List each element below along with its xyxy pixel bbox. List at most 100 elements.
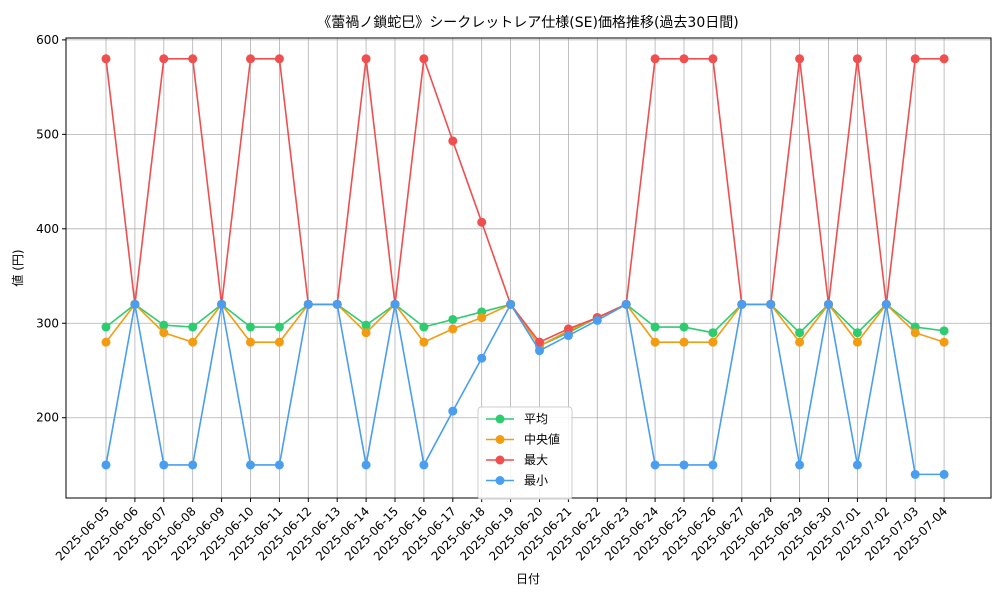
- data-point: [852, 328, 862, 338]
- data-point: [563, 324, 573, 334]
- data-point: [708, 460, 718, 470]
- series-line: [105, 57, 945, 344]
- data-point: [679, 460, 689, 470]
- data-point: [448, 314, 458, 324]
- data-point: [592, 315, 602, 325]
- data-point: [795, 328, 805, 338]
- data-point: [910, 54, 920, 64]
- data-point: [881, 299, 891, 309]
- data-point: [563, 331, 573, 341]
- legend-item: 中央値: [486, 432, 560, 447]
- legend-label: 最大: [524, 453, 548, 467]
- data-point: [650, 337, 660, 347]
- data-point: [419, 460, 429, 470]
- data-point: [246, 322, 255, 332]
- data-point: [795, 337, 805, 347]
- data-point: [910, 328, 920, 338]
- data-point: [303, 299, 313, 309]
- data-point: [361, 460, 371, 470]
- data-point: [101, 54, 111, 64]
- data-point: [419, 54, 429, 64]
- x-axis-ticks: 2025-06-052025-06-062025-06-072025-06-08…: [53, 498, 950, 563]
- data-point: [939, 337, 949, 347]
- data-point: [910, 469, 920, 479]
- data-point: [274, 337, 284, 347]
- data-point: [217, 299, 227, 309]
- y-tick-label: 300: [36, 316, 59, 330]
- legend-item: 平均: [486, 412, 548, 426]
- series-最大: [101, 54, 949, 347]
- y-tick-label: 600: [36, 33, 59, 47]
- data-point: [679, 322, 689, 332]
- data-point: [824, 299, 833, 309]
- legend-item: 最小: [486, 474, 548, 488]
- data-point: [535, 337, 544, 347]
- data-point: [650, 460, 660, 470]
- data-point: [679, 337, 689, 347]
- y-axis-ticks: 200 300 400 500 600: [36, 33, 66, 425]
- legend-label: 最小: [524, 474, 548, 488]
- data-point: [390, 299, 400, 309]
- legend-label: 平均: [524, 412, 548, 426]
- data-point: [101, 322, 111, 332]
- legend-swatch-marker: [495, 476, 505, 485]
- data-point: [939, 54, 949, 64]
- chart-title: 《蕾禍ノ鎖蛇巳》シークレットレア仕様(SE)価格推移(過去30日間): [317, 15, 738, 31]
- data-point: [246, 54, 255, 64]
- data-point: [737, 299, 747, 309]
- data-point: [159, 328, 169, 338]
- legend-item: 最大: [486, 453, 548, 467]
- data-point: [708, 54, 718, 64]
- legend-swatch-marker: [495, 414, 505, 424]
- y-axis-label: 値 (円): [10, 249, 25, 286]
- data-point: [477, 353, 487, 363]
- data-point: [188, 54, 198, 64]
- data-point: [708, 328, 718, 338]
- data-point: [361, 328, 371, 338]
- data-point: [535, 346, 544, 356]
- data-point: [188, 460, 198, 470]
- series-line: [105, 302, 945, 476]
- series-layer: [101, 54, 949, 479]
- series-最小: [101, 299, 949, 479]
- data-point: [679, 54, 689, 64]
- data-point: [650, 322, 660, 332]
- data-point: [159, 460, 169, 470]
- legend-box: [477, 406, 573, 500]
- data-point: [477, 217, 487, 227]
- data-point: [332, 299, 342, 309]
- y-tick-label: 400: [36, 222, 59, 236]
- data-point: [419, 337, 429, 347]
- data-point: [419, 322, 429, 332]
- data-point: [246, 337, 255, 347]
- data-point: [795, 54, 805, 64]
- data-point: [852, 337, 862, 347]
- data-point: [101, 460, 111, 470]
- data-point: [274, 54, 284, 64]
- data-point: [506, 299, 516, 309]
- y-tick-label: 500: [36, 127, 59, 141]
- data-point: [448, 324, 458, 334]
- legend-label: 中央値: [524, 432, 560, 447]
- data-point: [650, 54, 660, 64]
- data-point: [795, 460, 805, 470]
- data-point: [939, 469, 949, 479]
- data-point: [130, 299, 140, 309]
- data-point: [852, 54, 862, 64]
- data-point: [621, 299, 631, 309]
- data-point: [766, 299, 776, 309]
- x-axis-label: 日付: [516, 572, 540, 586]
- data-point: [159, 320, 169, 330]
- data-point: [361, 54, 371, 64]
- data-point: [274, 322, 284, 332]
- data-point: [448, 406, 458, 416]
- data-point: [939, 326, 949, 336]
- data-point: [101, 337, 111, 347]
- data-point: [188, 337, 198, 347]
- data-point: [159, 54, 169, 64]
- y-tick-label: 200: [36, 411, 59, 425]
- series-line: [105, 303, 945, 347]
